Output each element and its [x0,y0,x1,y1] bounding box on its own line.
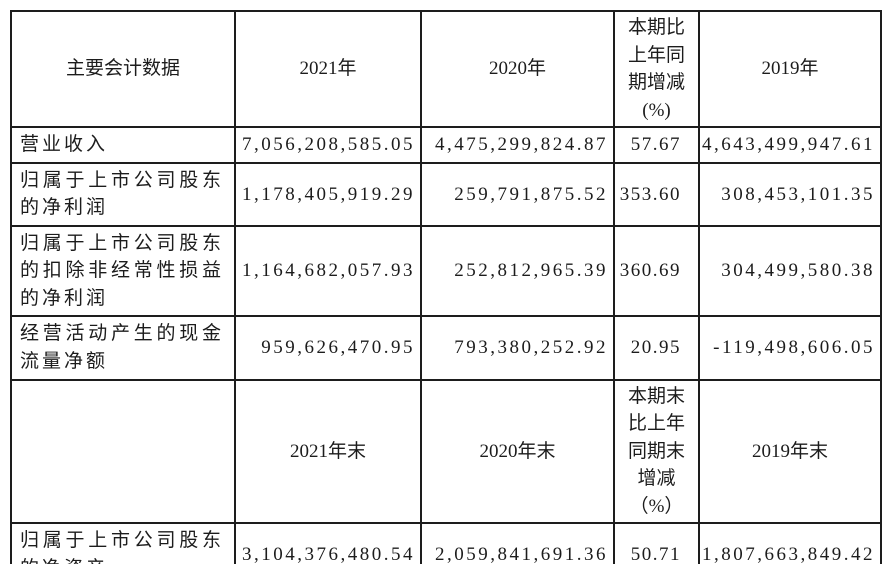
value-2021: 1,164,682,057.93 [234,224,422,318]
value-2021: 7,056,208,585.05 [234,126,422,164]
header-2019: 2019年 [698,9,882,129]
key-accounting-data-table: 主要会计数据 2021年 2020年 本期比上年同期增减(%) 2019年 营业… [10,9,882,564]
value-change-pct: 353.60 [613,161,700,227]
value-2019: 4,643,499,947.61 [698,126,882,164]
row-net-assets: 归属于上市公司股东的净资产 3,104,376,480.54 2,059,841… [10,522,882,564]
value-2021: 1,178,405,919.29 [234,161,422,227]
value-change-pct: 20.95 [613,315,700,381]
header-2020-end: 2020年末 [420,378,615,525]
header-end-change-pct: 本期末比上年同期末增减（%） [613,378,700,525]
metric-label: 归属于上市公司股东的净资产 [10,522,236,564]
header-2020: 2020年 [420,9,615,129]
value-2019: 1,807,663,849.42 [698,522,882,564]
value-change-pct: 50.71 [613,522,700,564]
header-change-pct: 本期比上年同期增减(%) [613,9,700,129]
header-2021: 2021年 [234,9,422,129]
value-2020: 2,059,841,691.36 [420,522,615,564]
value-change-pct: 360.69 [613,224,700,318]
header-2021-end: 2021年末 [234,378,422,525]
value-2021: 3,104,376,480.54 [234,522,422,564]
value-2020: 252,812,965.39 [420,224,615,318]
row-operating-cash-flow: 经营活动产生的现金流量净额 959,626,470.95 793,380,252… [10,315,882,381]
value-2021: 959,626,470.95 [234,315,422,381]
metric-label: 营业收入 [10,126,236,164]
row-operating-revenue: 营业收入 7,056,208,585.05 4,475,299,824.87 5… [10,126,882,164]
end-header-row: 2021年末 2020年末 本期末比上年同期末增减（%） 2019年末 [10,378,882,525]
value-2020: 259,791,875.52 [420,161,615,227]
metric-label: 归属于上市公司股东的净利润 [10,161,236,227]
row-net-profit: 归属于上市公司股东的净利润 1,178,405,919.29 259,791,8… [10,161,882,227]
value-2020: 4,475,299,824.87 [420,126,615,164]
period-header-row: 主要会计数据 2021年 2020年 本期比上年同期增减(%) 2019年 [10,9,882,129]
value-2019: 304,499,580.38 [698,224,882,318]
header-main-metrics: 主要会计数据 [10,9,236,129]
value-2020: 793,380,252.92 [420,315,615,381]
metric-label: 归属于上市公司股东的扣除非经常性损益的净利润 [10,224,236,318]
value-change-pct: 57.67 [613,126,700,164]
metric-label: 经营活动产生的现金流量净额 [10,315,236,381]
header-2019-end: 2019年末 [698,378,882,525]
row-net-profit-excl-nonrecurring: 归属于上市公司股东的扣除非经常性损益的净利润 1,164,682,057.93 … [10,224,882,318]
value-2019: -119,498,606.05 [698,315,882,381]
value-2019: 308,453,101.35 [698,161,882,227]
header-empty [10,378,236,525]
